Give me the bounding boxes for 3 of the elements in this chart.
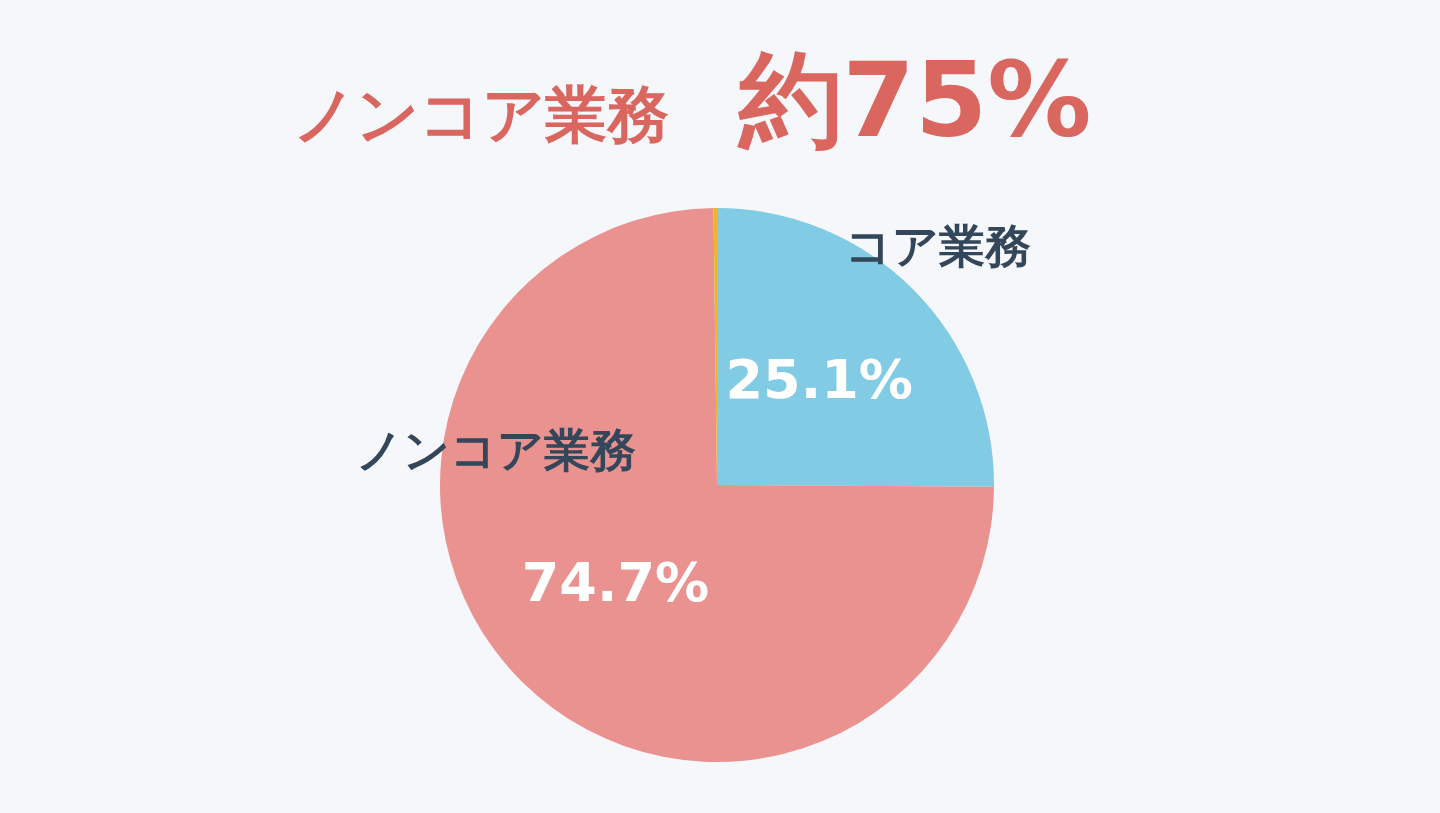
data-label: 74.7% (521, 551, 710, 615)
chart-title: ノンコア業務 約75% (292, 39, 1092, 161)
data-label: 25.1% (725, 347, 913, 411)
